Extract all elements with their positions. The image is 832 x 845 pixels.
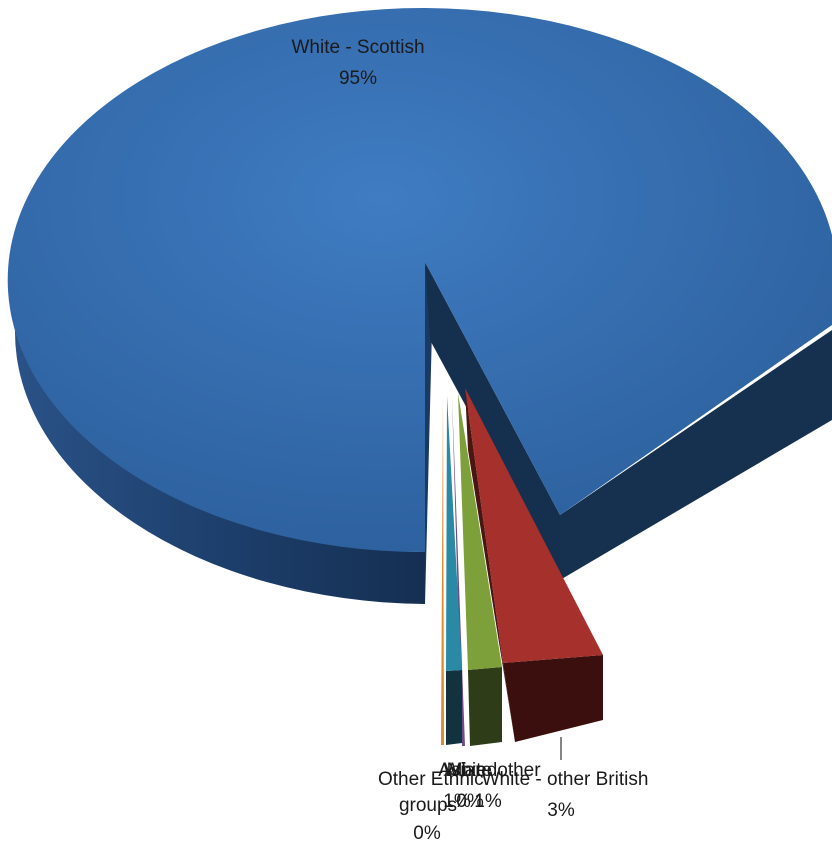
slice-white-scottish-top: [7, 8, 832, 553]
label-asian-pct: 1%: [443, 791, 471, 812]
slice-mixed-top: [452, 396, 465, 746]
label-white-other-pct: 1%: [474, 791, 502, 812]
label-white-scottish-pct: 95%: [339, 68, 377, 89]
label-white-other-name: White other: [443, 760, 541, 781]
label-white-scottish-name: White - Scottish: [291, 37, 424, 58]
slice-white-other-british-side: [503, 655, 603, 742]
label-mixed-name: Mixed: [447, 760, 498, 781]
slice-white-scottish: [7, 8, 832, 604]
slice-other-ethnic-groups: [441, 396, 444, 745]
slice-white-other-british-top: [465, 388, 603, 663]
slice-white-scottish-cut: [425, 262, 432, 604]
label-mixed-pct: 0%: [456, 791, 484, 812]
label-white-other-british-pct: 3%: [547, 800, 575, 821]
slice-mixed: [452, 396, 465, 746]
data-labels: White - Scottish 95% White other Mixed A…: [291, 37, 648, 844]
slice-asian: [446, 396, 462, 745]
slice-asian-side: [446, 670, 462, 745]
label-other-ethnic-groups-line2: groups: [399, 795, 457, 816]
label-asian-name: Asian: [438, 760, 486, 781]
label-other-ethnic-groups-line1: Other Ethnic: [378, 769, 484, 790]
label-white-other-british-name: White - other British: [482, 769, 649, 790]
slice-white-scottish-side-right: [560, 330, 832, 580]
slice-white-other-british: [465, 388, 603, 742]
slice-white-other-side: [468, 667, 502, 746]
slice-white-scottish-cut-right: [425, 262, 560, 580]
slice-white-other-top: [458, 393, 502, 670]
slice-other-ethnic-groups-top: [441, 396, 444, 745]
slice-asian-top: [446, 396, 462, 671]
label-other-ethnic-groups-pct: 0%: [413, 823, 441, 844]
slice-white-scottish-side: [14, 280, 426, 604]
slice-white-other: [458, 393, 502, 746]
